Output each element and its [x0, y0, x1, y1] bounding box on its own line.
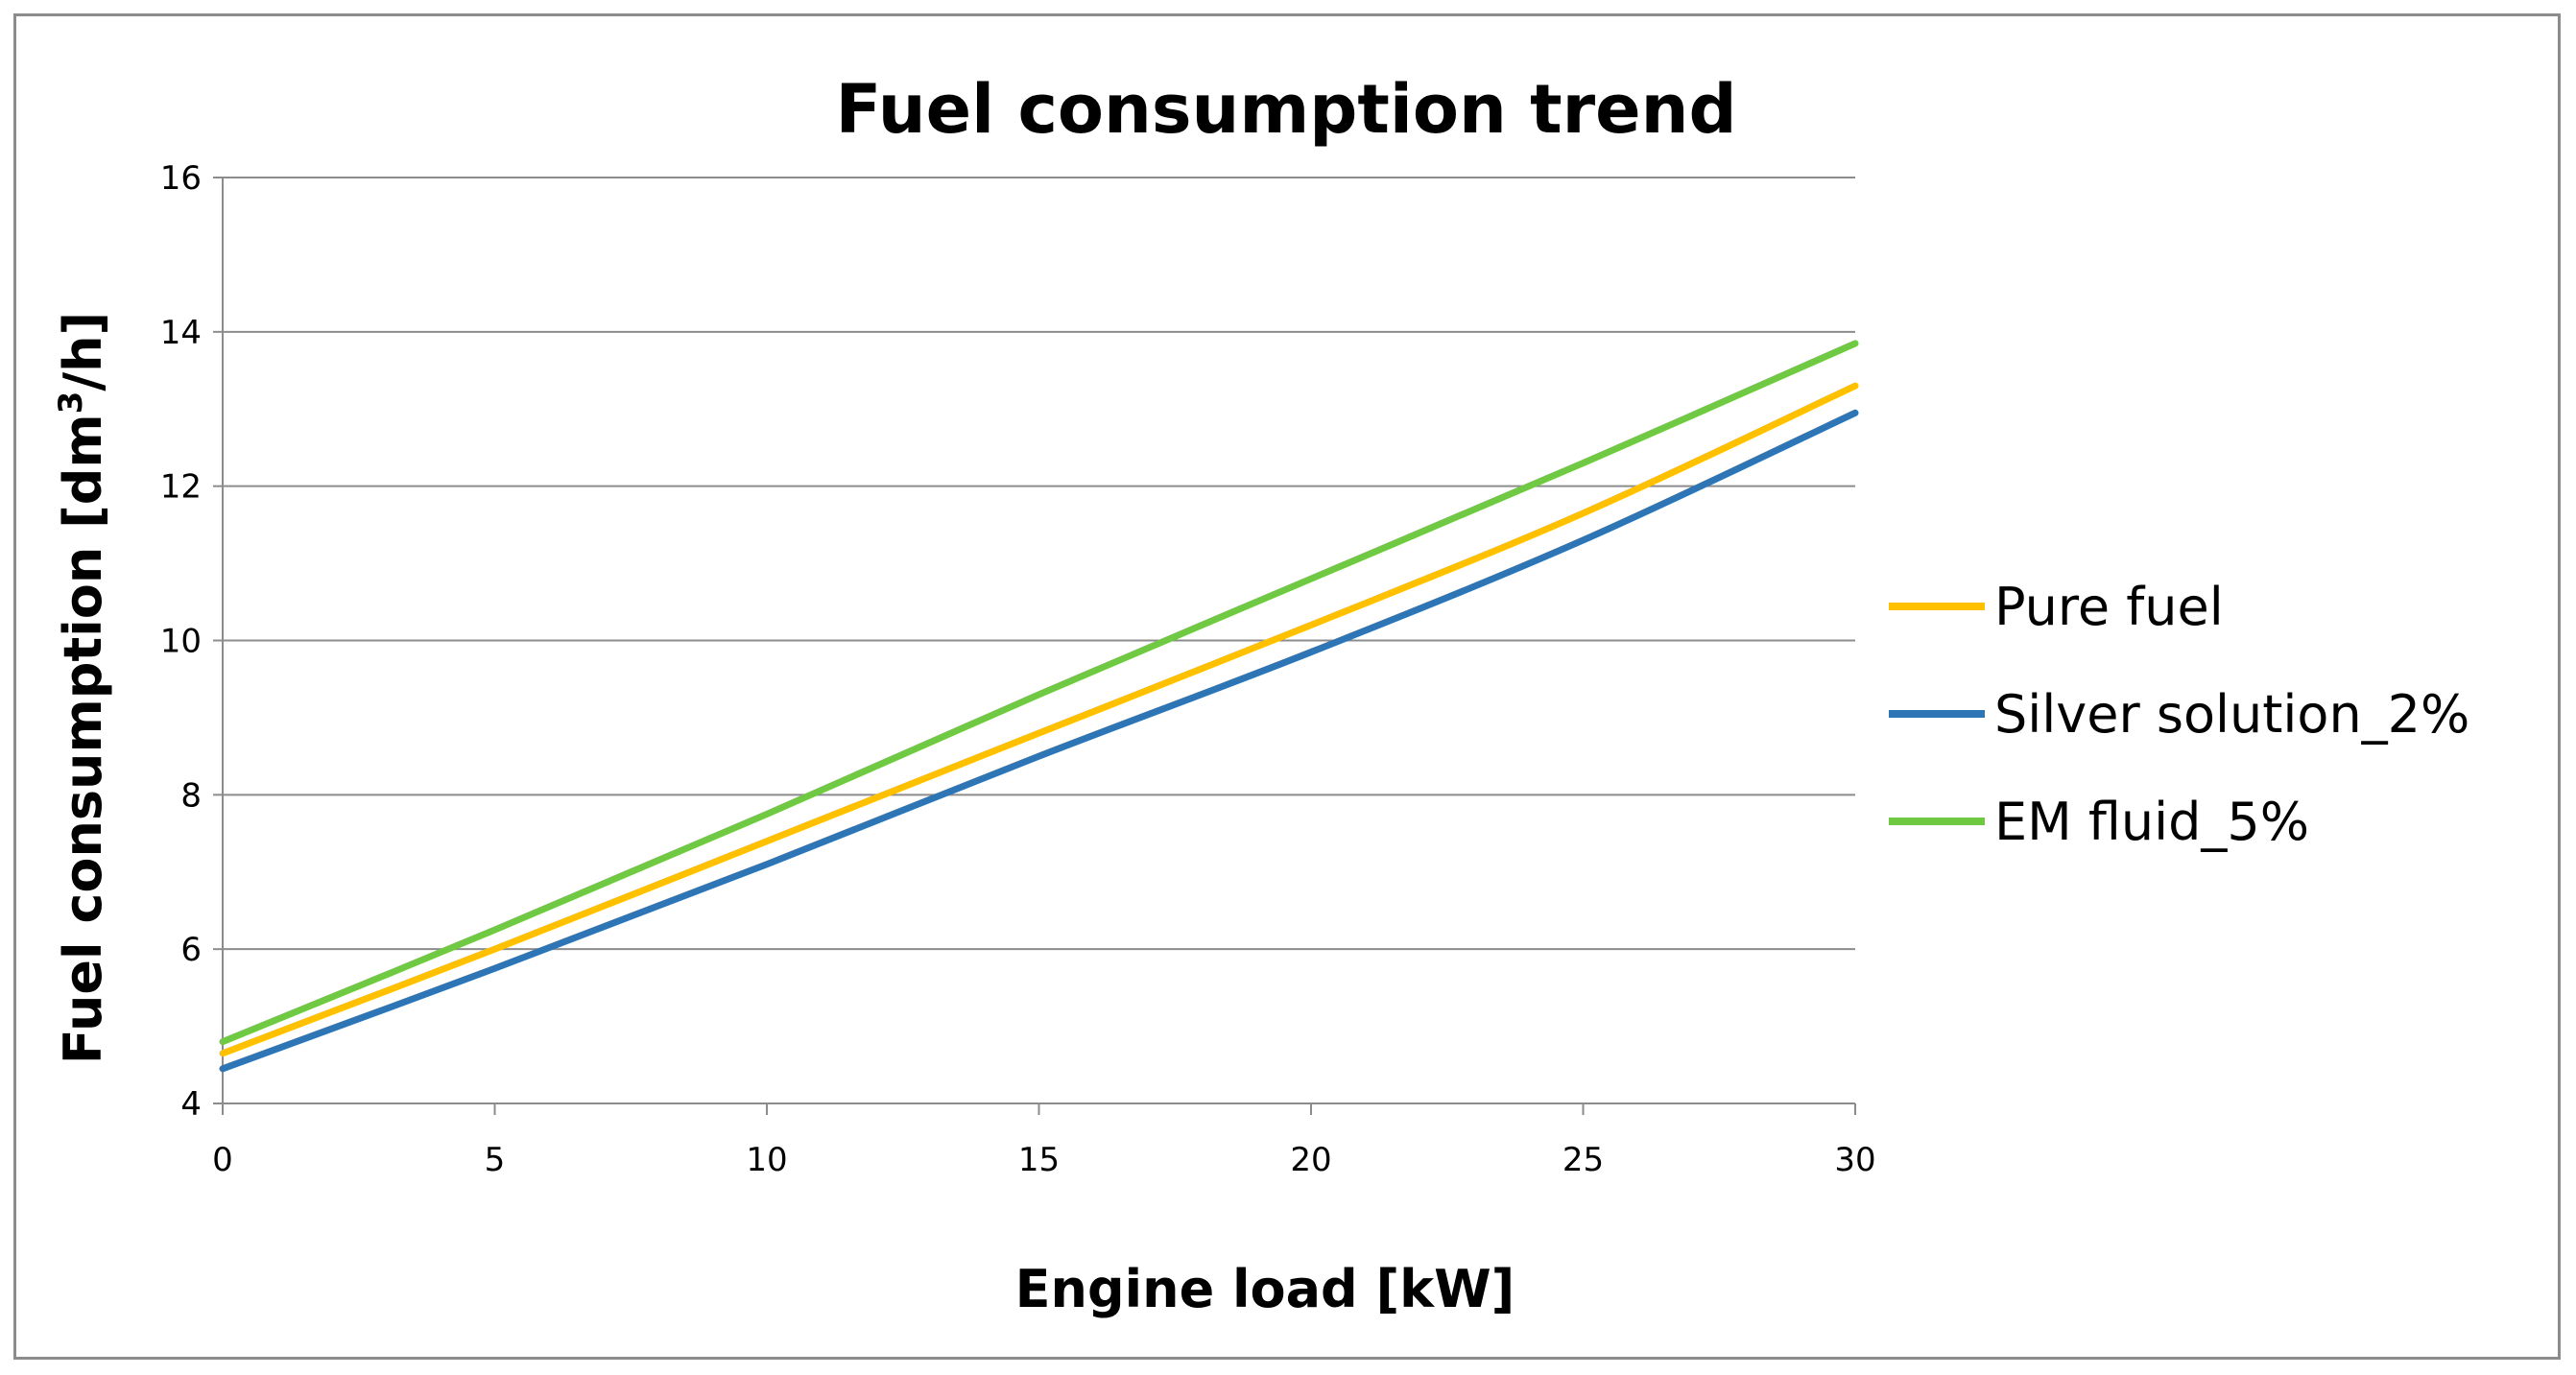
legend-label: Silver solution_2% [1994, 684, 2469, 745]
chart-title: Fuel consumption trend [835, 70, 1736, 149]
y-tick-label: 4 [180, 1085, 202, 1124]
y-tick-label: 14 [160, 314, 202, 352]
y-axis-title-main: Fuel consumption [dm [53, 414, 113, 1064]
series-line-1 [219, 409, 1859, 1073]
x-tick-label: 20 [1290, 1141, 1331, 1179]
legend: Pure fuel Silver solution_2% EM fluid_5% [1889, 577, 2469, 852]
x-tick-label: 10 [746, 1141, 787, 1179]
series-line-2 [219, 340, 1859, 1046]
y-tick-label: 16 [160, 159, 202, 198]
x-tick-label: 0 [212, 1141, 233, 1179]
axes [213, 177, 1856, 1115]
x-tick-label: 15 [1018, 1141, 1060, 1179]
y-tick-label: 8 [180, 776, 202, 815]
x-tick-label: 30 [1834, 1141, 1875, 1179]
y-axis-title: Fuel consumption [dm3/h] [52, 312, 113, 1064]
y-axis-title-superscript: 3 [52, 391, 90, 415]
gridlines [223, 177, 1855, 951]
x-axis-title: Engine load [kW] [1015, 1259, 1515, 1319]
x-tick-label: 5 [485, 1141, 506, 1179]
y-axis-title-end: /h] [53, 312, 113, 391]
series-lines [219, 340, 1859, 1073]
legend-label: EM fluid_5% [1994, 792, 2309, 852]
y-tick-labels: 4 6 8 10 12 14 16 [160, 159, 202, 1124]
x-tick-labels: 0 5 10 15 20 25 30 [212, 1141, 1875, 1179]
y-tick-label: 10 [160, 623, 202, 661]
y-tick-label: 6 [180, 931, 202, 969]
x-tick-label: 25 [1562, 1141, 1604, 1179]
chart-frame [13, 13, 2561, 1360]
legend-label: Pure fuel [1994, 577, 2224, 637]
y-tick-label: 12 [160, 468, 202, 507]
series-line-0 [219, 382, 1859, 1057]
